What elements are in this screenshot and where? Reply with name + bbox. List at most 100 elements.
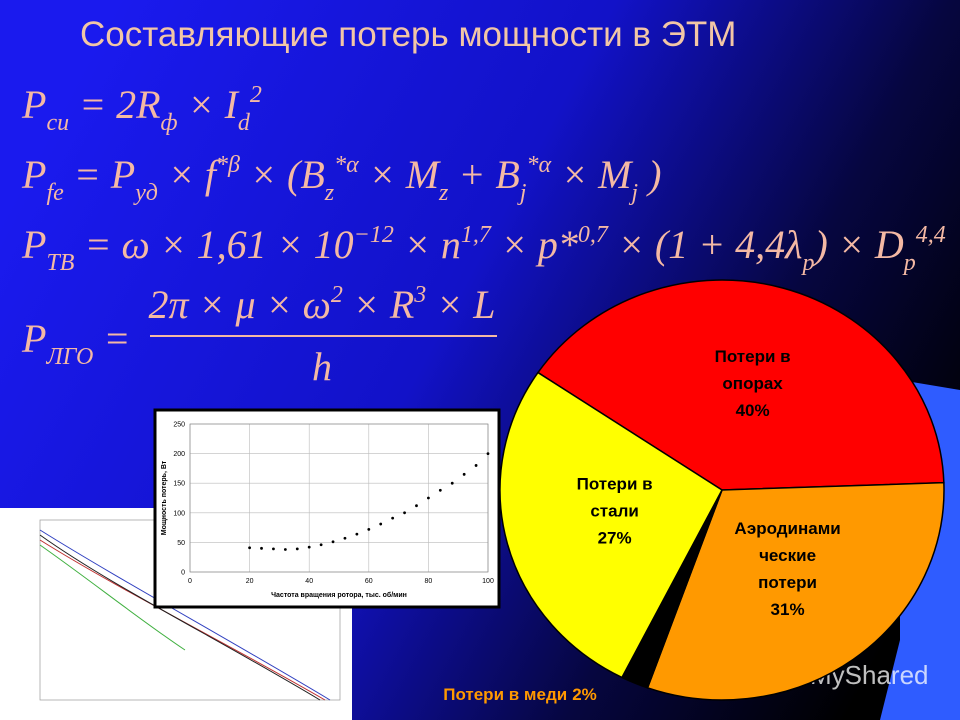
formula-part: = 2R <box>69 82 160 127</box>
formula-part: × L <box>426 282 495 327</box>
pie-slice <box>499 371 723 679</box>
scatter-point <box>474 464 478 467</box>
slice-value: 40% <box>736 401 770 420</box>
slice-category: Аэродинами <box>734 519 840 538</box>
formula: Pси = 2Rф × Id2 <box>21 82 262 136</box>
formula: PЛГО = <box>21 316 130 370</box>
scatter-point <box>403 511 406 515</box>
formula-part: h <box>312 344 332 389</box>
formula: Pfe = Pуд × f*β × (Bz*α × Mz + Bj*α × Mj… <box>21 152 661 206</box>
pie-slice <box>646 481 945 701</box>
scatter-point <box>272 547 275 551</box>
formula-part: −12 <box>354 222 394 248</box>
formula-part: ф <box>161 110 178 136</box>
pie-slice <box>536 279 945 491</box>
scatter-point <box>438 488 442 492</box>
formula-part: × M <box>359 152 442 197</box>
formula-part: = <box>93 316 130 361</box>
formula-part: fe <box>46 180 64 206</box>
scatter-point <box>260 546 263 550</box>
formula-part: P <box>21 82 46 127</box>
slice-value: 2% <box>572 685 597 704</box>
formula-part: *α <box>334 152 359 178</box>
formula-part: 3 <box>413 282 426 308</box>
formula-part: × I <box>178 82 240 127</box>
scatter-point <box>248 546 252 550</box>
scatter-point <box>427 496 430 500</box>
x-axis-label: Частота вращения ротора, тыс. об/мин <box>271 591 407 599</box>
formula-part: ) × D <box>813 222 904 267</box>
scatter-point <box>319 543 323 547</box>
scatter-point <box>355 532 359 536</box>
x-tick-label: 20 <box>246 578 254 585</box>
scatter-point <box>283 548 287 551</box>
y-tick-label: 0 <box>181 570 185 577</box>
y-tick-label: 150 <box>173 481 185 488</box>
formula-part: 2π × μ × ω <box>148 282 330 327</box>
formula-part: = ω × 1,61 × 10 <box>74 222 353 267</box>
scatter-point <box>307 545 311 549</box>
y-axis-label: Мощность потерь, Вт <box>161 460 168 535</box>
slice-label: Потери в меди 2% <box>443 685 597 704</box>
x-tick-label: 0 <box>188 578 192 585</box>
slice-category: Потери в <box>577 474 653 493</box>
formula-part: × R <box>343 282 414 327</box>
formula-part: = P <box>64 152 135 197</box>
formula: PТВ = ω × 1,61 × 10−12 × n1,7 × p*0,7 × … <box>21 222 946 276</box>
formula-part: P <box>21 316 46 361</box>
y-tick-label: 100 <box>173 510 185 517</box>
y-tick-label: 250 <box>173 422 185 429</box>
formula-part: j <box>517 180 527 206</box>
formula-part: × (B <box>240 152 325 197</box>
formula-part: уд <box>133 180 158 206</box>
formula-part: × M <box>551 152 634 197</box>
formula-part: 1,7 <box>461 222 492 248</box>
formula-part: p <box>902 250 916 276</box>
formula-part: × f <box>158 152 221 197</box>
x-tick-label: 60 <box>365 578 373 585</box>
scatter-point <box>415 504 418 508</box>
formula-part: × p* <box>491 222 578 267</box>
slice-category: Потери в <box>715 347 791 366</box>
formula-part: 2 <box>250 82 262 108</box>
y-tick-label: 200 <box>173 451 185 458</box>
formula-part: 0,7 <box>578 222 609 248</box>
formula-part: ЛГО <box>45 344 93 370</box>
formula-part: си <box>46 110 69 136</box>
slice-label: Потери в опорах 40% <box>715 347 791 420</box>
formula-part: P <box>21 222 46 267</box>
formula-part: *β <box>216 152 240 178</box>
slice-category: опорах <box>722 374 783 393</box>
scatter-point <box>462 472 466 476</box>
scatter-point <box>391 516 395 520</box>
slice-label: Потери в стали 27% <box>577 474 653 547</box>
formula-part: ) <box>638 152 661 197</box>
x-tick-label: 100 <box>482 578 494 585</box>
slice-category: ческие <box>759 546 816 565</box>
formula-part: × (1 + 4,4λ <box>608 222 803 267</box>
formula-part: p <box>801 250 815 276</box>
formula-part: × n <box>394 222 461 267</box>
formula-part: j <box>628 180 638 206</box>
formula-denominator: h <box>312 344 332 389</box>
scatter-point <box>486 452 490 455</box>
slice-category: Потери в меди <box>443 685 567 704</box>
formula-part: z <box>324 180 335 206</box>
slice-value: 31% <box>771 600 805 619</box>
scatter-point <box>379 522 383 526</box>
formula-part: + B <box>448 152 519 197</box>
formula-part: d <box>238 110 251 136</box>
formula-part: 2 <box>331 282 343 308</box>
scatter-point <box>450 481 454 485</box>
plot-frame <box>153 408 501 609</box>
slide-title: Составляющие потерь мощности в ЭТМ <box>80 15 736 54</box>
formula-part: *α <box>526 152 551 178</box>
slice-label: Аэродинами ческие потери 31% <box>734 519 840 619</box>
formula-part: ТВ <box>46 250 74 276</box>
formula-part: 4,4 <box>916 222 946 248</box>
scatter-point <box>295 547 299 551</box>
scatter-point <box>343 536 347 540</box>
y-tick-label: 50 <box>177 540 185 547</box>
